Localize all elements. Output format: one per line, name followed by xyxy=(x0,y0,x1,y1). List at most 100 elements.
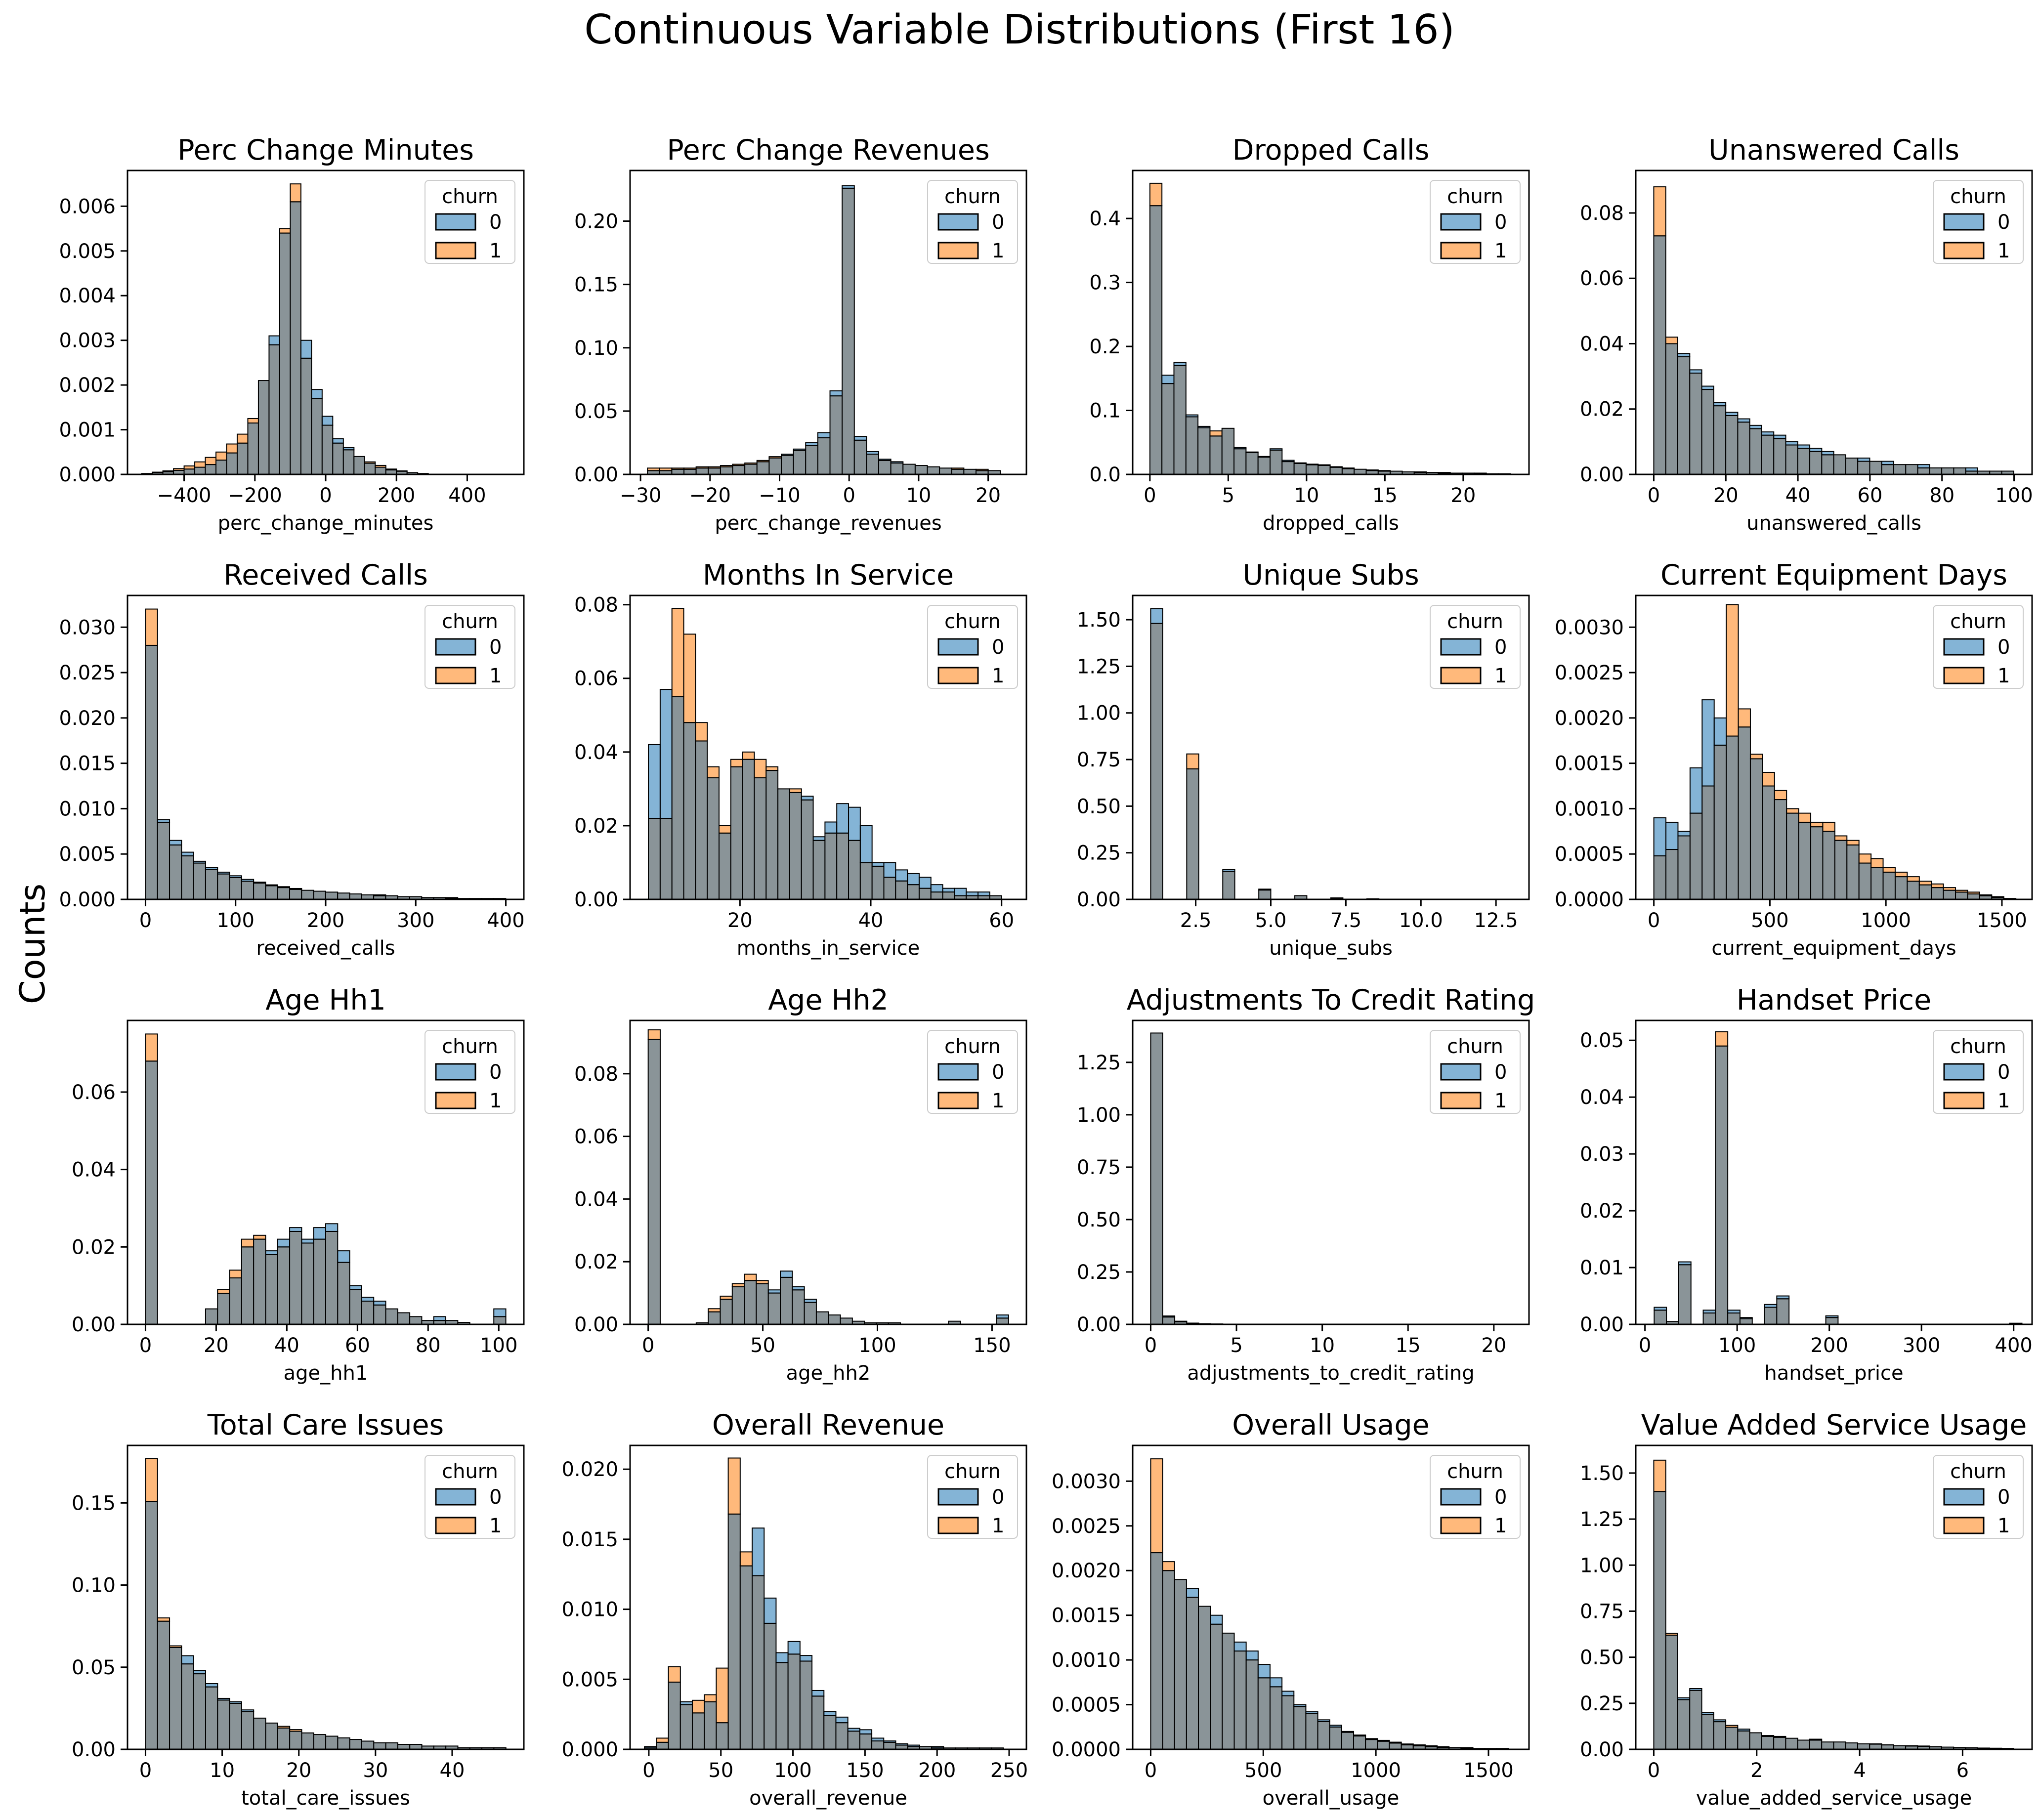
bar-churn-1 xyxy=(1186,753,1199,769)
y-tick-label: 0.01 xyxy=(1580,1257,1624,1279)
x-tick-label: 0 xyxy=(1144,484,1156,507)
bar-churn-0 xyxy=(1809,448,1823,452)
bar-overlap xyxy=(720,1299,733,1325)
bar-churn-1 xyxy=(731,1283,745,1287)
bar-overlap xyxy=(1737,422,1750,475)
bar-overlap xyxy=(241,1246,255,1325)
bar-overlap xyxy=(927,466,940,475)
y-tick-label: 0.4 xyxy=(1089,208,1121,230)
bar-churn-0 xyxy=(342,447,355,451)
axes-frame xyxy=(1635,169,2033,475)
bar-churn-0 xyxy=(1161,375,1175,384)
legend: churn 0 1 xyxy=(1430,1030,1521,1114)
bar-overlap xyxy=(718,832,731,900)
bar-churn-0 xyxy=(169,840,182,846)
bar-churn-0 xyxy=(229,875,242,878)
y-tick-label: 0.010 xyxy=(59,798,116,820)
bar-churn-0 xyxy=(1437,1746,1450,1748)
bar-churn-1 xyxy=(1786,808,1799,814)
legend-title: churn xyxy=(442,1460,498,1483)
subplot-title: Perc Change Revenues xyxy=(667,134,989,167)
subplot-title: Overall Usage xyxy=(1232,1409,1429,1441)
x-tick-label: 150 xyxy=(846,1759,884,1782)
bar-churn-0 xyxy=(1281,1691,1295,1696)
bar-churn-1 xyxy=(744,462,758,465)
x-tick-label: 1000 xyxy=(1861,909,1911,932)
histogram-bars xyxy=(1653,604,2017,900)
y-tick-label: 0.0010 xyxy=(1052,1649,1121,1672)
histogram-bars xyxy=(647,185,1001,475)
y-tick-label: 0.03 xyxy=(1580,1143,1624,1166)
axes-frame xyxy=(1132,1019,1530,1325)
bar-overlap xyxy=(1870,867,1884,900)
bar-overlap xyxy=(789,792,802,900)
bar-overlap xyxy=(835,1722,849,1750)
bar-overlap xyxy=(1858,862,1872,900)
bar-churn-1 xyxy=(253,1234,266,1240)
bar-churn-1 xyxy=(1870,858,1884,868)
figure-y-label: Counts xyxy=(12,884,53,1004)
x-tick-label: 0 xyxy=(642,1334,654,1357)
bar-overlap xyxy=(1809,451,1823,475)
bar-churn-1 xyxy=(1931,883,1944,889)
legend-label-churn-0: 0 xyxy=(1494,636,1507,659)
y-tick-label: 0.0030 xyxy=(1555,616,1624,639)
x-tick-label: 400 xyxy=(448,484,486,507)
bar-churn-1 xyxy=(247,418,259,423)
x-axis-label: current_equipment_days xyxy=(1711,937,1956,960)
bar-churn-1 xyxy=(671,608,684,698)
x-tick-label: 10 xyxy=(1310,1334,1335,1357)
x-axis-label: adjustments_to_credit_rating xyxy=(1187,1362,1474,1385)
axes-frame xyxy=(1132,1444,1530,1750)
y-tick-label: 0.000 xyxy=(59,464,116,486)
bar-overlap xyxy=(801,799,814,900)
axes-frame xyxy=(127,1019,525,1325)
legend-swatch-churn-1 xyxy=(435,1092,476,1109)
bar-churn-0 xyxy=(1739,1317,1753,1319)
bar-overlap xyxy=(353,456,365,475)
bar-overlap xyxy=(1257,1677,1271,1750)
bar-churn-0 xyxy=(289,1227,302,1232)
y-tick-label: 0.02 xyxy=(1580,398,1624,421)
x-tick-label: 0 xyxy=(1145,1334,1157,1357)
bar-overlap xyxy=(217,1293,230,1325)
bar-overlap xyxy=(385,1742,398,1750)
bar-overlap xyxy=(181,855,194,900)
bar-overlap xyxy=(1174,1579,1187,1750)
bar-overlap xyxy=(1149,205,1163,475)
bar-overlap xyxy=(1678,1264,1692,1325)
x-tick-label: −400 xyxy=(157,484,212,507)
bar-churn-0 xyxy=(805,442,818,446)
legend-label-churn-0: 0 xyxy=(1494,211,1507,234)
bar-overlap xyxy=(647,1039,661,1325)
bar-overlap xyxy=(205,869,218,900)
bar-overlap xyxy=(300,357,312,475)
legend-title: churn xyxy=(442,185,498,208)
bar-churn-1 xyxy=(1846,840,1860,846)
subplot-title: Age Hh2 xyxy=(768,984,889,1016)
x-tick-label: −30 xyxy=(620,484,661,507)
legend-label-churn-1: 1 xyxy=(992,665,1004,687)
bar-churn-0 xyxy=(996,1314,1009,1319)
x-tick-label: 100 xyxy=(774,1759,811,1782)
bar-overlap xyxy=(1773,1736,1786,1750)
x-tick-label: 0 xyxy=(1639,1334,1651,1357)
bar-churn-0 xyxy=(1701,385,1714,390)
legend: churn 0 1 xyxy=(425,1455,515,1539)
bar-churn-0 xyxy=(1678,1261,1692,1266)
bar-churn-0 xyxy=(205,867,218,870)
x-tick-label: 10 xyxy=(210,1759,235,1782)
bar-overlap xyxy=(1185,416,1199,475)
x-tick-label: 50 xyxy=(708,1759,733,1782)
bar-overlap xyxy=(1846,844,1860,900)
legend: churn 0 1 xyxy=(425,1030,515,1114)
bar-overlap xyxy=(671,468,685,475)
bar-churn-1 xyxy=(1715,1031,1729,1047)
y-tick-label: 0.04 xyxy=(72,1159,116,1182)
y-tick-label: 0.002 xyxy=(59,374,116,397)
legend-swatch-churn-0 xyxy=(937,213,979,231)
bar-churn-1 xyxy=(704,1694,717,1702)
legend-title: churn xyxy=(1950,610,2006,633)
bar-churn-0 xyxy=(871,862,885,867)
bar-churn-1 xyxy=(205,457,217,466)
